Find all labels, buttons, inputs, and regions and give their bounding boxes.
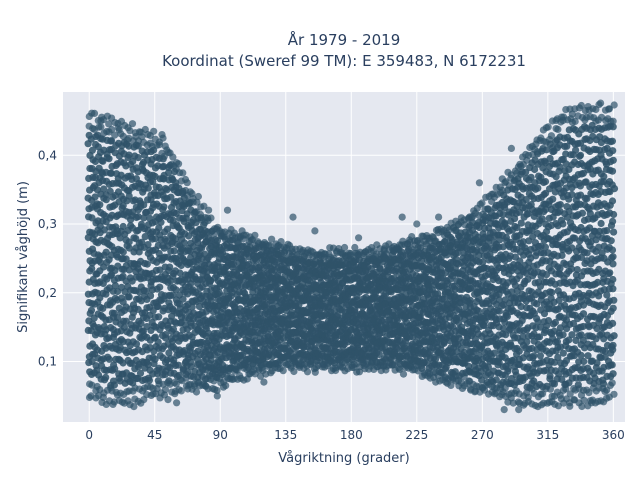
data-point [530, 352, 537, 359]
data-point [179, 169, 186, 176]
data-point [575, 381, 582, 388]
data-point [160, 203, 167, 210]
data-point [187, 188, 194, 195]
data-point [560, 331, 567, 338]
data-point [155, 313, 162, 320]
data-point [144, 261, 151, 268]
data-point [467, 297, 474, 304]
data-point [91, 110, 98, 117]
data-point [88, 307, 95, 314]
data-point [150, 128, 157, 135]
data-point [542, 178, 549, 185]
data-point [598, 220, 605, 227]
data-point [129, 120, 136, 127]
data-point [146, 377, 153, 384]
data-point [600, 173, 607, 180]
data-point [549, 196, 556, 203]
data-point [120, 248, 127, 255]
data-point [554, 126, 561, 133]
data-point [175, 160, 182, 167]
data-point [516, 348, 523, 355]
data-point [400, 371, 407, 378]
data-point [207, 214, 214, 221]
data-point [106, 356, 113, 363]
data-point [548, 289, 555, 296]
data-point [580, 358, 587, 365]
data-point [184, 179, 191, 186]
data-point [574, 266, 581, 273]
data-point [525, 394, 532, 401]
data-point [178, 387, 185, 394]
data-point [156, 284, 163, 291]
data-point [105, 155, 112, 162]
data-point [537, 352, 544, 359]
data-point [545, 123, 552, 130]
data-point [126, 293, 133, 300]
data-point [222, 382, 229, 389]
data-point [534, 185, 541, 192]
data-point [171, 247, 178, 254]
data-point [579, 210, 586, 217]
data-point [96, 201, 103, 208]
data-point [533, 315, 540, 322]
data-point [193, 388, 200, 395]
data-point [577, 152, 584, 159]
data-point [559, 220, 566, 227]
data-point [251, 232, 258, 239]
data-point [102, 374, 109, 381]
data-point [341, 244, 348, 251]
data-point [600, 380, 607, 387]
data-point [145, 185, 152, 192]
data-point [155, 339, 162, 346]
data-point [597, 100, 604, 107]
data-point [164, 396, 171, 403]
data-point [557, 201, 564, 208]
